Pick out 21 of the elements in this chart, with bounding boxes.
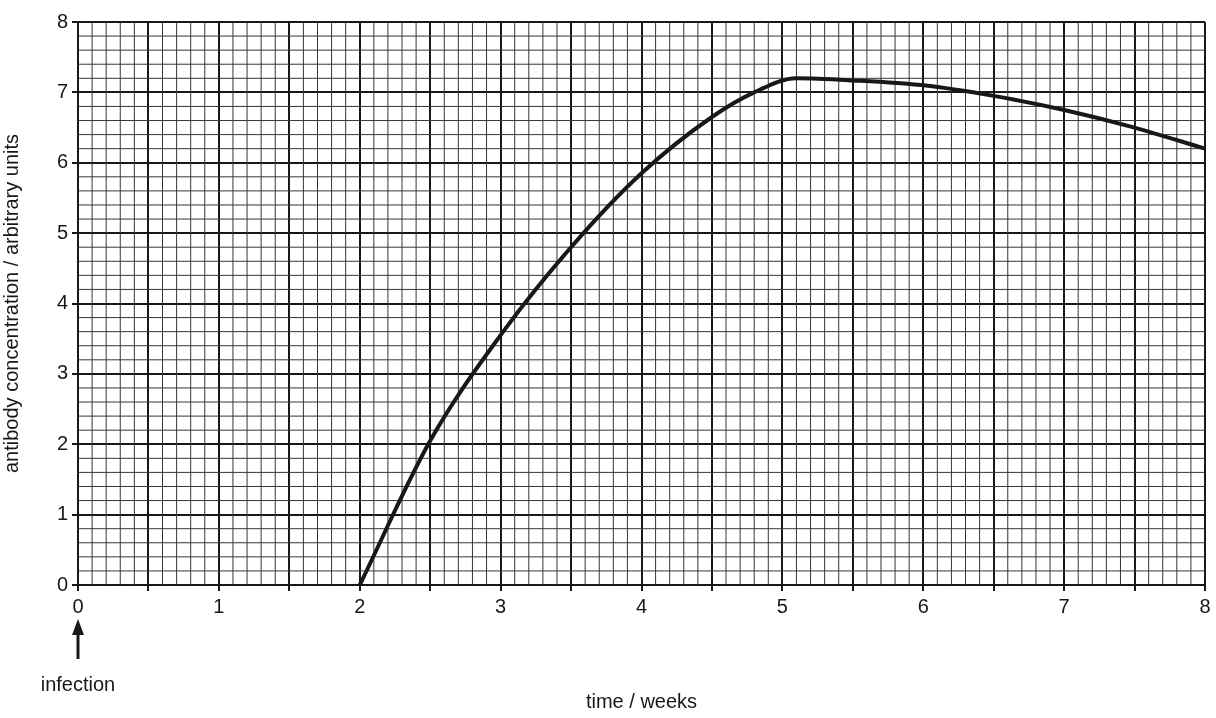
y-tick-label: 3 — [56, 361, 68, 384]
y-tick-label: 4 — [56, 291, 68, 314]
y-tick-label: 2 — [56, 431, 68, 454]
y-tick-label: 1 — [56, 502, 68, 525]
x-axis-title: time / weeks — [585, 689, 698, 712]
x-tick-label: 4 — [635, 594, 648, 617]
x-tick-label: 1 — [213, 594, 225, 617]
y-tick-label: 0 — [56, 572, 68, 595]
x-tick-label: 5 — [776, 594, 788, 617]
x-tick-label: 2 — [354, 594, 366, 617]
y-tick-label: 5 — [56, 220, 68, 243]
x-tick-label: 7 — [1058, 594, 1070, 617]
text: infection — [40, 673, 116, 695]
x-tick-label: 6 — [917, 594, 929, 617]
x-tick-label: 0 — [72, 594, 84, 617]
y-tick-label: 7 — [56, 79, 68, 102]
x-tick-label: 8 — [1199, 594, 1211, 617]
y-tick-label: 6 — [56, 150, 68, 173]
x-tick-label: 3 — [495, 594, 507, 617]
y-tick-label: 8 — [56, 9, 68, 32]
y-axis-title: antibody concentration / arbitrary units — [0, 133, 22, 474]
